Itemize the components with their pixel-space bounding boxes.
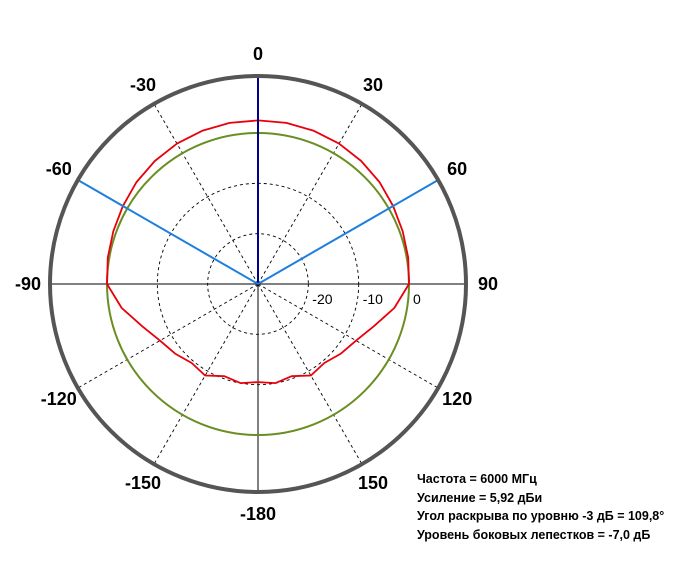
angle-tick-label: -120 <box>41 389 77 409</box>
outer-frame-circle <box>48 74 468 494</box>
beamwidth-line <box>77 179 259 285</box>
grid-spoke <box>257 283 439 389</box>
angle-tick-label: -180 <box>240 504 276 524</box>
label-layer: 0 30 60 90 120 150 -180 -150 -120 -90 -60 -30 -20 -10… <box>15 44 498 524</box>
angle-tick-label: 0 <box>253 44 263 64</box>
info-gain: Усиление = 5,92 дБи <box>417 490 543 505</box>
grid-spoke <box>257 283 363 465</box>
beam-lines-layer <box>77 76 439 285</box>
angle-tick-label: 150 <box>358 473 388 493</box>
beamwidth-line <box>257 179 439 285</box>
angle-tick-label: 60 <box>447 159 467 179</box>
angle-tick-label: 120 <box>442 389 472 409</box>
radial-tick-label: -20 <box>312 291 332 307</box>
grid-spoke <box>153 103 259 285</box>
info-beamwidth: Угол раскрыва по уровню -3 дБ = 109,8° <box>417 509 665 523</box>
grid-spoke <box>257 103 363 285</box>
grid-spoke <box>153 283 259 465</box>
angle-tick-label: -90 <box>15 274 41 294</box>
angle-tick-label: -150 <box>125 473 161 493</box>
angle-tick-label: -30 <box>130 75 156 95</box>
info-sidelobe: Уровень боковых лепестков = -7,0 дБ <box>417 527 651 542</box>
info-panel: Частота = 6000 МГц Усиление = 5,92 дБи У… <box>417 470 664 544</box>
grid-spoke <box>77 283 259 389</box>
radial-tick-label: 0 <box>413 291 421 307</box>
angle-tick-label: 90 <box>478 274 498 294</box>
outer-layer <box>48 74 468 494</box>
info-frequency: Частота = 6000 МГц <box>417 472 537 486</box>
radial-tick-label: -10 <box>363 291 383 307</box>
angle-tick-label: 30 <box>363 75 383 95</box>
angle-tick-label: -60 <box>46 159 72 179</box>
